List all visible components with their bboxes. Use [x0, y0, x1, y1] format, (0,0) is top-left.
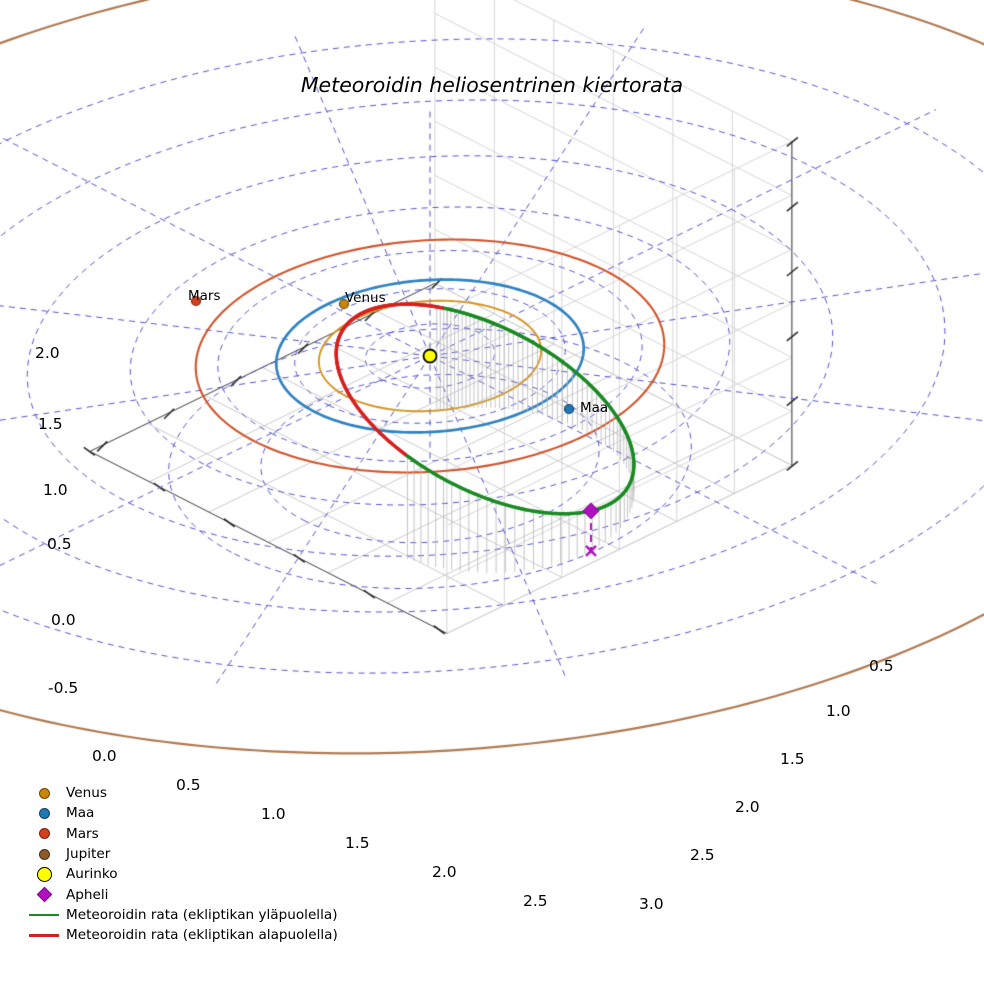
- legend-label-jupiter: Jupiter: [66, 846, 111, 863]
- z-tick-2: 1.0: [43, 481, 68, 499]
- mars-point-label: Mars: [188, 288, 221, 304]
- legend-item-venus: Venus: [22, 783, 362, 803]
- legend-item-aurinko: Aurinko: [22, 864, 362, 884]
- x-tick-4: 2.0: [432, 863, 457, 881]
- x-tick-3: 1.5: [345, 834, 370, 852]
- y-tick-0: 0.5: [869, 657, 894, 675]
- maa-marker-icon: [22, 807, 66, 819]
- x-tick-2: 1.0: [261, 805, 286, 823]
- sun-marker-icon: [22, 866, 66, 882]
- legend-label-aurinko: Aurinko: [66, 866, 118, 883]
- mars-marker-icon: [22, 828, 66, 840]
- legend-label-orbit-below: Meteoroidin rata (ekliptikan alapuolella…: [66, 927, 338, 944]
- z-tick-5: -0.5: [48, 679, 79, 697]
- y-tick-1: 1.0: [826, 702, 851, 720]
- legend-label-apheli: Apheli: [66, 886, 109, 903]
- z-tick-4: 0.0: [51, 611, 76, 629]
- legend-label-maa: Maa: [66, 805, 95, 822]
- venus-marker-icon: [22, 787, 66, 799]
- x-tick-1: 0.5: [176, 776, 201, 794]
- venus-point-label: Venus: [345, 290, 386, 306]
- legend-item-orbit-above: Meteoroidin rata (ekliptikan yläpuolella…: [22, 905, 362, 925]
- legend-item-mars: Mars: [22, 824, 362, 844]
- red-line-icon: [22, 933, 66, 937]
- legend-item-orbit-below: Meteoroidin rata (ekliptikan alapuolella…: [22, 925, 362, 945]
- legend: Venus Maa Mars Jupiter Aurinko Apheli Me…: [22, 783, 362, 945]
- legend-label-orbit-above: Meteoroidin rata (ekliptikan yläpuolella…: [66, 906, 338, 923]
- y-tick-5: 3.0: [639, 895, 664, 913]
- legend-item-jupiter: Jupiter: [22, 844, 362, 864]
- z-tick-1: 1.5: [38, 415, 63, 433]
- z-tick-0: 2.0: [35, 344, 60, 362]
- jupiter-marker-icon: [22, 848, 66, 860]
- x-tick-5: 2.5: [523, 892, 548, 910]
- maa-point-label: Maa: [580, 400, 609, 416]
- green-line-icon: [22, 913, 66, 917]
- y-tick-2: 1.5: [780, 750, 805, 768]
- legend-label-venus: Venus: [66, 785, 107, 802]
- legend-item-apheli: Apheli: [22, 884, 362, 904]
- aphelion-marker-icon: [22, 886, 66, 903]
- y-tick-3: 2.0: [735, 798, 760, 816]
- x-tick-0: 0.0: [92, 747, 117, 765]
- page-title: Meteoroidin heliosentrinen kiertorata: [300, 73, 684, 97]
- z-tick-3: 0.5: [47, 535, 72, 553]
- legend-item-maa: Maa: [22, 803, 362, 823]
- legend-label-mars: Mars: [66, 825, 99, 842]
- y-tick-4: 2.5: [690, 846, 715, 864]
